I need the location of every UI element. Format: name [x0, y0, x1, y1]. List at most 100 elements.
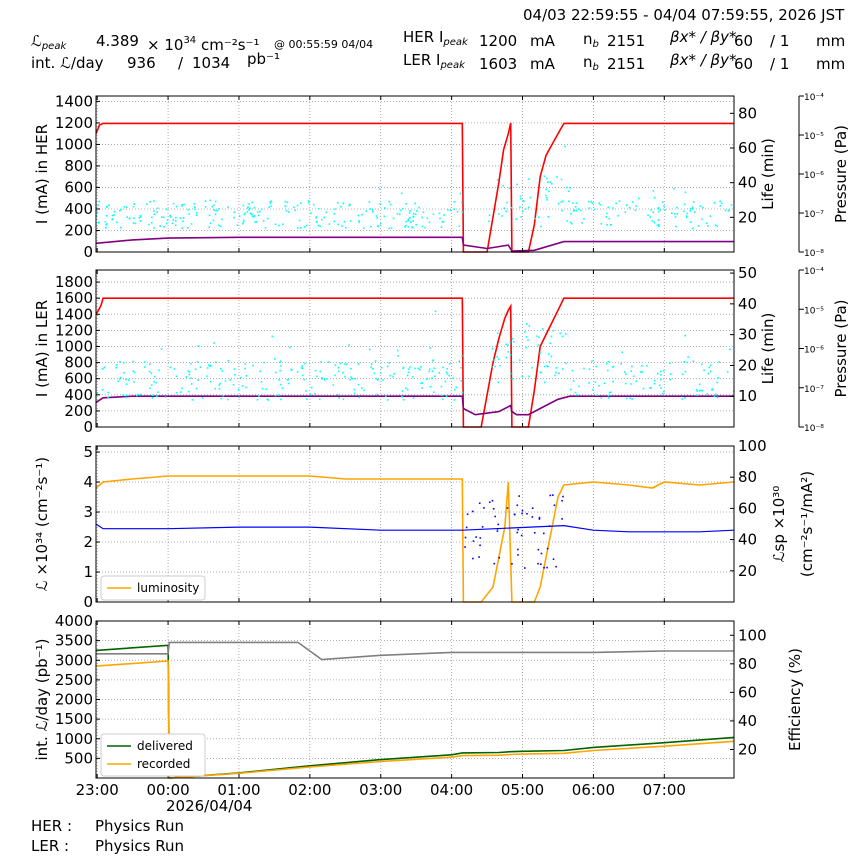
pressure-point: [251, 213, 253, 216]
pressure-point: [219, 382, 221, 385]
pressure-point: [234, 373, 236, 376]
pressure-point: [669, 378, 671, 381]
pressure-point: [385, 395, 387, 398]
pressure-point: [361, 213, 363, 216]
pressure-point: [441, 394, 443, 397]
tick-label-left: 1000: [55, 337, 93, 355]
pressure-point: [284, 205, 287, 207]
pressure-point: [218, 384, 221, 386]
pressure-point: [213, 209, 215, 212]
pressure-point: [275, 371, 277, 374]
pressure-point: [432, 359, 435, 361]
pressure-point: [537, 216, 540, 219]
her-beta-label: βx* / βy*: [670, 28, 737, 46]
specific-point: [513, 513, 516, 516]
pressure-point: [321, 377, 324, 380]
specific-point: [496, 528, 499, 530]
pressure-point: [346, 363, 348, 366]
pressure-point: [270, 200, 273, 202]
pressure-point: [375, 377, 378, 380]
pressure-point: [286, 379, 289, 381]
specific-point: [466, 513, 469, 515]
pressure-point: [188, 390, 190, 393]
pressure-point: [587, 200, 590, 203]
pressure-point: [336, 393, 339, 396]
pressure-point: [706, 225, 709, 227]
tick-label-right: 10: [738, 387, 757, 405]
pressure-point: [182, 217, 185, 219]
pressure-point: [214, 361, 217, 364]
pressure-point: [607, 394, 610, 397]
pressure-point: [232, 384, 235, 386]
pressure-point: [215, 209, 217, 212]
specific-point: [538, 518, 541, 520]
her-peak-value: 1200: [479, 32, 518, 50]
pressure-point: [612, 207, 614, 209]
pressure-point: [550, 355, 553, 358]
pressure-point: [684, 370, 687, 373]
specific-point: [537, 548, 540, 551]
tick-label-right: 40: [738, 531, 757, 549]
pressure-point: [548, 361, 551, 363]
pressure-point: [510, 206, 513, 209]
pressure-point: [572, 380, 575, 382]
pressure-point: [376, 217, 379, 219]
pressure-point: [104, 226, 107, 229]
pressure-point: [150, 221, 153, 224]
pressure-point: [204, 206, 207, 208]
panel-3: [95, 445, 735, 603]
pressure-point: [350, 376, 352, 378]
pressure-point: [673, 187, 675, 190]
pressure-point: [448, 363, 451, 365]
pressure-point: [612, 380, 614, 383]
pressure-point: [156, 207, 159, 210]
specific-point: [555, 565, 557, 568]
pressure-point: [176, 392, 178, 394]
specific-point: [518, 495, 520, 497]
pressure-point: [153, 380, 155, 383]
pressure-point: [461, 211, 464, 213]
pressure-point: [509, 372, 512, 375]
pressure-point: [591, 388, 594, 391]
footer-her-label: HER :: [31, 817, 73, 835]
ler-nb-label-text: n: [583, 53, 593, 71]
pressure-point: [233, 211, 236, 214]
panel-4: [95, 620, 735, 779]
pressure-point: [565, 362, 567, 365]
ler-nb-label: nb: [583, 53, 599, 77]
pressure-point: [219, 225, 222, 228]
pressure-point: [696, 390, 699, 392]
pressure-point: [344, 363, 346, 365]
ler-peak-sub: peak: [440, 60, 465, 71]
pressure-point: [317, 207, 320, 210]
pressure-point: [591, 360, 593, 362]
pressure-point: [337, 223, 339, 226]
tick-label-left: 3000: [55, 651, 93, 669]
pressure-point: [309, 393, 312, 396]
pressure-point: [547, 181, 549, 183]
pressure-point: [214, 200, 217, 203]
pressure-point: [528, 375, 530, 378]
pressure-point: [195, 211, 198, 214]
pressure-point: [173, 368, 176, 370]
pressure-point: [157, 391, 159, 393]
pressure-point: [674, 216, 677, 218]
pressure-point: [545, 188, 548, 191]
pressure-point: [438, 212, 441, 215]
pressure-point: [630, 370, 632, 372]
pressure-point: [214, 213, 217, 216]
pressure-point: [491, 347, 494, 350]
pressure-point: [160, 348, 163, 350]
pressure-point: [139, 220, 142, 222]
pressure-point: [431, 370, 434, 373]
pressure-point: [165, 222, 168, 225]
series-luminosity: [95, 475, 735, 603]
pressure-point: [461, 354, 463, 357]
pressure-point: [151, 216, 153, 219]
lpeak-value: 4.389: [96, 32, 139, 50]
pressure-point: [658, 225, 660, 228]
pressure-point: [155, 381, 158, 384]
pressure-point: [125, 396, 127, 399]
pressure-point: [175, 216, 177, 219]
pressure-point: [574, 206, 577, 208]
